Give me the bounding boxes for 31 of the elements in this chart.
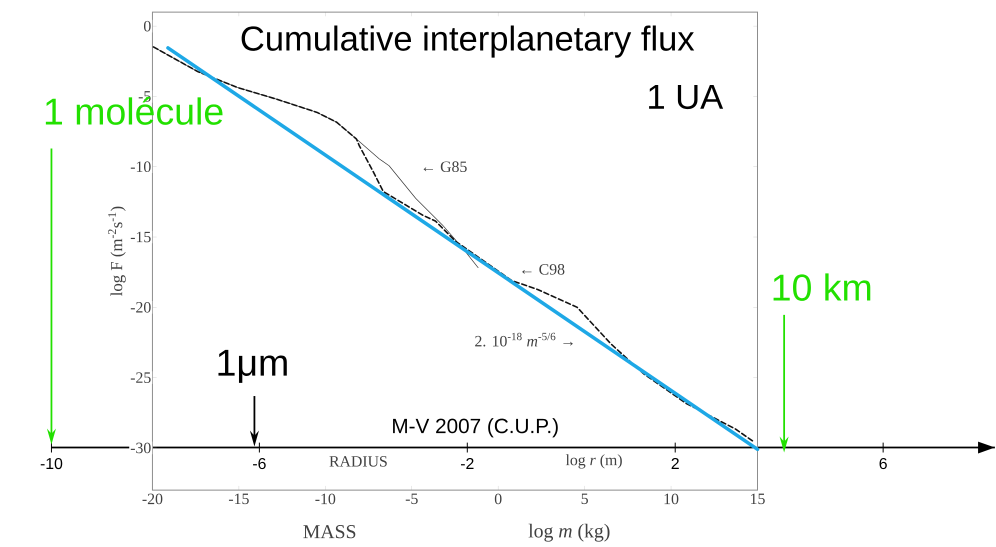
x2-tick-label: -2: [460, 458, 474, 470]
chart-title: Cumulative interplanetary flux: [242, 26, 694, 58]
y-tick-label: 0: [144, 21, 151, 32]
x2-tick-label: -10: [40, 458, 62, 470]
y-tick-label: -10: [130, 162, 151, 172]
y-tick-label: -20: [130, 302, 151, 313]
x-tick-label: 15: [750, 494, 765, 504]
annotation: 1μm: [218, 350, 287, 384]
series-label: ← G85: [424, 162, 467, 172]
x2-tick-label: -6: [253, 458, 266, 470]
y-tick-label: -15: [130, 232, 151, 243]
series-label: ← C98: [522, 264, 564, 275]
text: 1 UA: [649, 85, 724, 110]
x-axis-title: log m (kg): [528, 524, 610, 542]
y-tick-label: -30: [130, 442, 151, 454]
y-axis-title: log F (m$^{-2}$s$^{-1}$): [108, 206, 126, 296]
x2-tick-label: 6: [880, 458, 887, 470]
x-tick-label: -15: [228, 494, 249, 504]
y-tick-label: -25: [130, 372, 151, 384]
text: 10 km: [774, 274, 870, 302]
x-tick-label: 10: [664, 494, 678, 504]
series-label: 2. 10$^{-18}$ m$^{-5/6}$ →: [475, 333, 573, 347]
x2-axis-title: log r (m): [566, 454, 622, 469]
x2-tick-label: 2: [672, 458, 679, 470]
x-tick-label: 0: [494, 494, 502, 504]
x-tick-label: 5: [582, 494, 588, 504]
text: MASS: [303, 525, 356, 539]
annotation: M-V 2007 (C.U.P.): [393, 418, 558, 438]
x-tick-label: -5: [406, 494, 418, 504]
annotation: RADIUS: [329, 456, 387, 467]
x-tick-label: -10: [315, 494, 336, 504]
